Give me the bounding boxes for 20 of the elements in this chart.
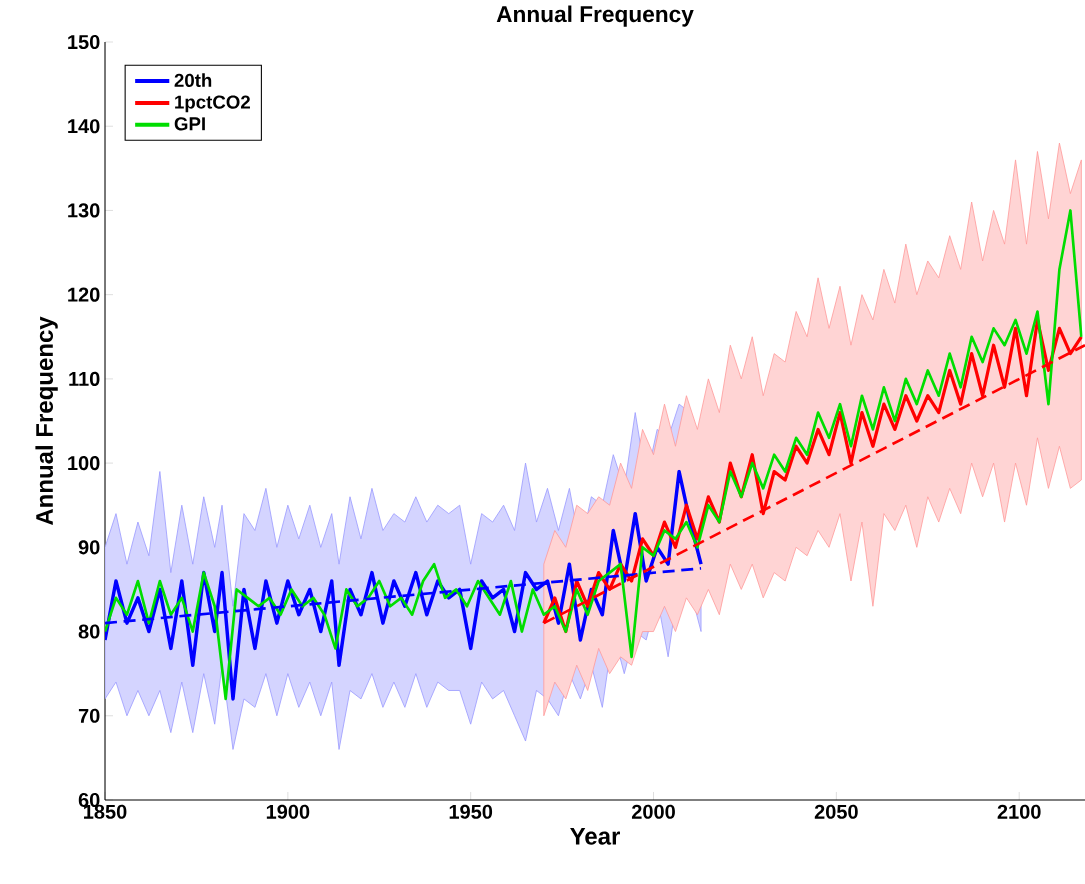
y-axis-title: Annual Frequency xyxy=(35,316,58,526)
y-tick-label: 110 xyxy=(69,371,100,386)
chart-title: Annual Frequency xyxy=(496,5,694,27)
x-tick-label: 2100 xyxy=(997,804,1041,819)
legend-label: 1pctCO2 xyxy=(175,95,250,113)
x-tick-label: 1950 xyxy=(449,804,493,819)
x-tick-label: 2000 xyxy=(631,804,675,819)
y-tick-label: 70 xyxy=(78,708,100,723)
y-tick-label: 150 xyxy=(68,34,100,50)
y-tick-label: 120 xyxy=(68,287,100,302)
y-tick-label: 140 xyxy=(68,119,100,134)
x-axis-title: Year xyxy=(570,828,620,845)
y-tick-label: 130 xyxy=(68,203,100,218)
y-tick-label: 80 xyxy=(78,624,100,639)
legend-label: GPI xyxy=(174,117,205,131)
y-tick-label: 90 xyxy=(78,540,100,555)
x-tick-label: 1900 xyxy=(266,804,310,819)
legend-label: 20th xyxy=(174,73,212,87)
y-tick-label: 100 xyxy=(68,456,100,471)
x-tick-label: 2050 xyxy=(814,804,858,819)
